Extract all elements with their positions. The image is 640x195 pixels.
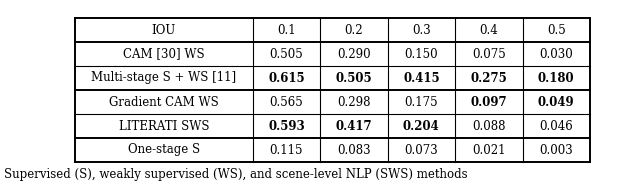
Text: 0.415: 0.415 xyxy=(403,72,440,84)
Text: LITERATI SWS: LITERATI SWS xyxy=(118,120,209,132)
Text: 0.3: 0.3 xyxy=(412,24,431,36)
Text: 0.180: 0.180 xyxy=(538,72,575,84)
Text: 0.021: 0.021 xyxy=(472,144,506,157)
Text: CAM [30] WS: CAM [30] WS xyxy=(123,48,205,60)
Text: 0.298: 0.298 xyxy=(337,96,371,108)
Text: 0.565: 0.565 xyxy=(269,96,303,108)
Text: 0.417: 0.417 xyxy=(335,120,372,132)
Text: 0.505: 0.505 xyxy=(335,72,372,84)
Text: Multi-stage S + WS [11]: Multi-stage S + WS [11] xyxy=(92,72,236,84)
Text: 0.2: 0.2 xyxy=(344,24,363,36)
Text: 0.4: 0.4 xyxy=(479,24,498,36)
Text: 0.083: 0.083 xyxy=(337,144,371,157)
Text: 0.1: 0.1 xyxy=(277,24,296,36)
Text: 0.615: 0.615 xyxy=(268,72,305,84)
Text: Supervised (S), weakly supervised (WS), and scene-level NLP (SWS) methods: Supervised (S), weakly supervised (WS), … xyxy=(4,168,468,181)
Text: One-stage S: One-stage S xyxy=(128,144,200,157)
Text: 0.049: 0.049 xyxy=(538,96,575,108)
Text: 0.275: 0.275 xyxy=(470,72,507,84)
Text: 0.290: 0.290 xyxy=(337,48,371,60)
Text: IOU: IOU xyxy=(152,24,176,36)
Text: 0.073: 0.073 xyxy=(404,144,438,157)
Text: 0.175: 0.175 xyxy=(404,96,438,108)
Text: 0.075: 0.075 xyxy=(472,48,506,60)
Text: 0.046: 0.046 xyxy=(540,120,573,132)
Text: Gradient CAM WS: Gradient CAM WS xyxy=(109,96,219,108)
Text: 0.097: 0.097 xyxy=(470,96,507,108)
Text: 0.204: 0.204 xyxy=(403,120,440,132)
Text: 0.088: 0.088 xyxy=(472,120,506,132)
Text: 0.030: 0.030 xyxy=(540,48,573,60)
Text: 0.5: 0.5 xyxy=(547,24,566,36)
Text: 0.593: 0.593 xyxy=(268,120,305,132)
Text: 0.505: 0.505 xyxy=(269,48,303,60)
Text: 0.150: 0.150 xyxy=(404,48,438,60)
Text: 0.003: 0.003 xyxy=(540,144,573,157)
Text: 0.115: 0.115 xyxy=(269,144,303,157)
